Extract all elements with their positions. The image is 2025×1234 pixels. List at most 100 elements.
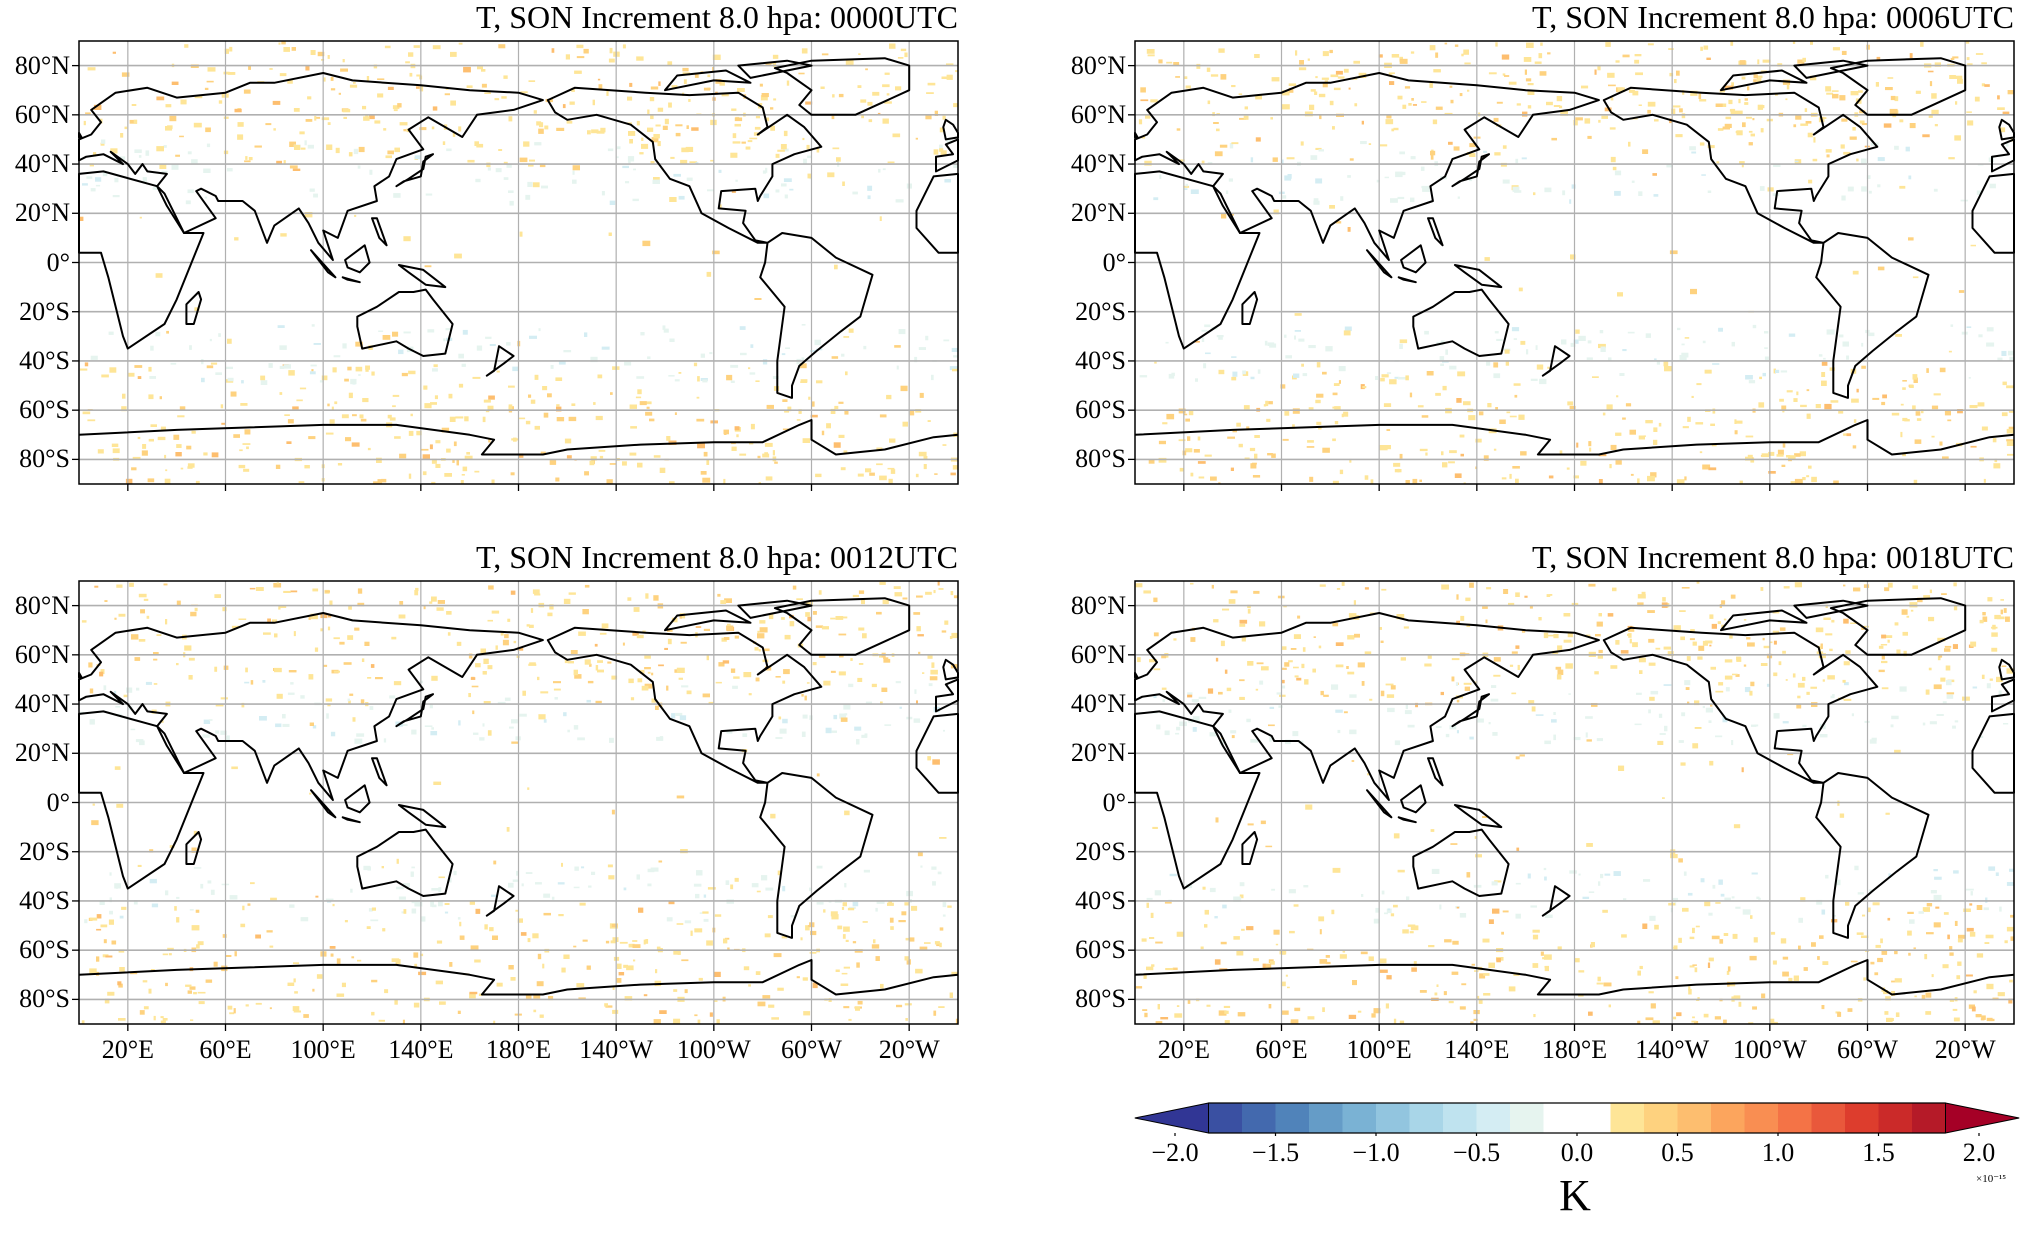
increment-cell	[782, 148, 789, 152]
increment-cell	[529, 662, 536, 665]
increment-cell	[1810, 41, 1813, 45]
increment-cell	[484, 924, 488, 930]
increment-cell	[1292, 424, 1295, 429]
increment-cell	[1748, 1022, 1754, 1024]
increment-cell	[1688, 986, 1691, 991]
increment-cell	[1368, 143, 1372, 145]
increment-cell	[494, 98, 500, 101]
increment-cell	[1592, 376, 1599, 378]
increment-cell	[1185, 418, 1190, 422]
increment-cell	[1636, 692, 1642, 695]
increment-cell	[1859, 120, 1865, 124]
increment-cell	[1768, 471, 1776, 474]
increment-cell	[1393, 127, 1399, 131]
increment-cell	[1502, 145, 1507, 149]
increment-cell	[929, 676, 938, 681]
increment-cell	[496, 370, 500, 373]
increment-cell	[946, 63, 954, 66]
increment-cell	[238, 618, 247, 620]
increment-cell	[875, 907, 878, 912]
increment-cell	[1371, 1013, 1376, 1018]
increment-cell	[1586, 739, 1592, 742]
increment-cell	[1894, 96, 1899, 102]
increment-cell	[1316, 393, 1324, 398]
increment-cell	[293, 978, 296, 983]
increment-cell	[176, 917, 180, 923]
increment-cell	[333, 670, 340, 673]
increment-cell	[1598, 881, 1601, 886]
increment-cell	[589, 663, 592, 667]
increment-cell	[525, 194, 531, 200]
increment-cell	[1772, 630, 1780, 633]
increment-cell	[858, 627, 865, 631]
increment-cell	[1805, 121, 1812, 124]
increment-cell	[176, 896, 180, 899]
increment-cell	[1732, 673, 1738, 676]
increment-cell	[329, 600, 333, 606]
increment-cell	[883, 657, 889, 659]
increment-cell	[146, 615, 150, 619]
increment-cell	[1745, 375, 1753, 380]
increment-cell	[2006, 926, 2014, 932]
increment-cell	[534, 593, 541, 596]
colorbar-bin	[1242, 1103, 1277, 1133]
increment-cell	[156, 96, 165, 101]
increment-cell	[749, 442, 754, 445]
increment-cell	[1647, 610, 1655, 613]
increment-cell	[563, 598, 571, 604]
increment-cell	[777, 870, 782, 876]
lat-tick-label: 60°S	[19, 395, 70, 425]
increment-cell	[1859, 110, 1866, 114]
increment-cell	[1252, 475, 1261, 478]
increment-cell	[715, 681, 722, 684]
increment-cell	[831, 356, 839, 359]
colorbar-tick-label: 0.5	[1661, 1138, 1694, 1167]
increment-cell	[1335, 664, 1344, 668]
increment-cell	[1798, 917, 1803, 923]
lat-tick-label: 40°N	[14, 149, 70, 179]
increment-cell	[327, 55, 330, 59]
increment-cell	[1648, 662, 1656, 666]
increment-cell	[493, 1020, 496, 1024]
increment-cell	[149, 376, 156, 379]
increment-cell	[700, 471, 707, 475]
increment-cell	[485, 410, 490, 413]
increment-cell	[1645, 1017, 1654, 1021]
lon-tick-label: 20°W	[878, 1035, 940, 1064]
increment-cell	[112, 448, 120, 454]
coastline	[1451, 153, 1490, 188]
increment-cell	[464, 416, 469, 422]
increment-cell	[782, 885, 786, 892]
increment-cell	[1829, 648, 1833, 652]
increment-cell	[927, 756, 931, 761]
increment-cell	[119, 156, 126, 161]
increment-cell	[844, 883, 847, 888]
increment-cell	[1469, 736, 1474, 740]
increment-cell	[234, 951, 237, 957]
increment-cell	[532, 589, 540, 594]
increment-cell	[751, 883, 759, 888]
increment-cell	[896, 1004, 903, 1008]
increment-cell	[955, 70, 958, 73]
increment-cell	[362, 105, 367, 110]
increment-cell	[1454, 473, 1462, 478]
increment-cell	[617, 963, 622, 969]
increment-cell	[1185, 183, 1188, 187]
increment-cell	[1781, 464, 1786, 467]
lat-tick-label: 60°N	[14, 639, 70, 669]
increment-cell	[1394, 469, 1402, 473]
increment-cell	[758, 649, 761, 652]
lat-tick-label: 80°S	[1075, 444, 1126, 474]
increment-cell	[1742, 122, 1746, 128]
increment-cell	[351, 442, 360, 447]
increment-cell	[324, 590, 330, 593]
increment-cell	[799, 363, 807, 369]
increment-cell	[371, 907, 376, 911]
coastline	[310, 249, 337, 279]
increment-cell	[1999, 906, 2002, 912]
increment-cell	[1663, 646, 1671, 650]
increment-cell	[1853, 419, 1857, 423]
increment-cell	[1190, 582, 1194, 585]
increment-cell	[310, 613, 318, 620]
increment-cell	[204, 196, 208, 199]
